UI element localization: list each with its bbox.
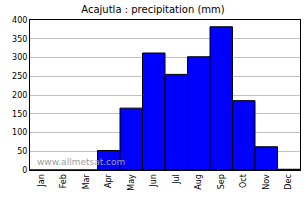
svg-text:400: 400: [12, 16, 27, 25]
svg-text:Feb: Feb: [59, 174, 68, 188]
svg-text:Apr: Apr: [104, 173, 113, 188]
svg-text:200: 200: [12, 91, 27, 100]
svg-text:150: 150: [12, 110, 27, 119]
svg-text:250: 250: [12, 72, 27, 81]
svg-text:Jan: Jan: [37, 174, 46, 187]
svg-text:350: 350: [12, 35, 27, 44]
svg-text:May: May: [127, 174, 136, 191]
svg-text:Acajutla : precipitation (mm): Acajutla : precipitation (mm): [81, 4, 225, 15]
svg-text:Aug: Aug: [194, 174, 203, 190]
svg-text:Jun: Jun: [149, 174, 158, 188]
svg-text:0: 0: [22, 166, 27, 175]
svg-text:Oct: Oct: [239, 174, 248, 188]
svg-text:300: 300: [12, 53, 27, 62]
svg-text:Nov: Nov: [262, 174, 271, 190]
svg-text:100: 100: [12, 128, 27, 137]
svg-text:50: 50: [17, 147, 27, 156]
svg-text:Jul: Jul: [172, 174, 181, 185]
svg-text:Sep: Sep: [217, 174, 226, 189]
svg-text:www.allmetsat.com: www.allmetsat.com: [37, 157, 125, 167]
svg-text:Mar: Mar: [82, 173, 91, 189]
svg-text:Dec: Dec: [284, 174, 293, 189]
